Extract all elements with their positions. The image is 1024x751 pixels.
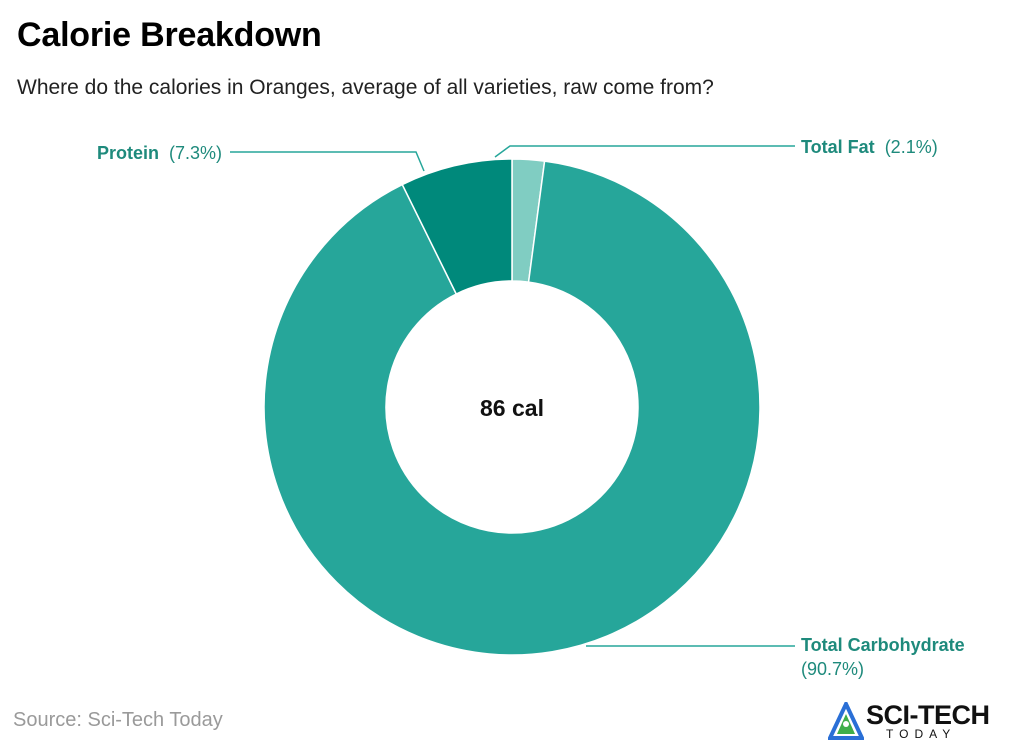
slice-total-carbohydrate [263,160,761,656]
logo-wordmark: SCI-TECH [866,700,990,730]
leader-total-fat [494,145,795,158]
logo-triangle-icon [828,702,864,740]
leader-protein [230,151,425,172]
slice-label-protein: Protein (7.3%) [97,143,222,163]
slice-protein [401,158,513,296]
slice-percent-protein: (7.3%) [169,143,222,163]
slice-percent-total-carbohydrate: (90.7%) [801,659,864,679]
center-total-label: 86 cal [480,395,544,421]
logo-subtext: TODAY [886,727,957,741]
slice-label-total-fat: Total Fat (2.1%) [801,137,938,157]
slice-name-total-fat: Total Fat [801,137,875,157]
slice-name-total-carbohydrate: Total Carbohydrate [801,635,965,655]
source-note: Source: Sci-Tech Today [13,709,223,731]
sci-tech-logo: SCI-TECH TODAY [828,700,1004,742]
slice-percent-total-fat: (2.1%) [885,137,938,157]
chart-title: Calorie Breakdown [17,16,322,54]
slice-name-protein: Protein [97,143,159,163]
chart-subtitle: Where do the calories in Oranges, averag… [17,76,714,99]
